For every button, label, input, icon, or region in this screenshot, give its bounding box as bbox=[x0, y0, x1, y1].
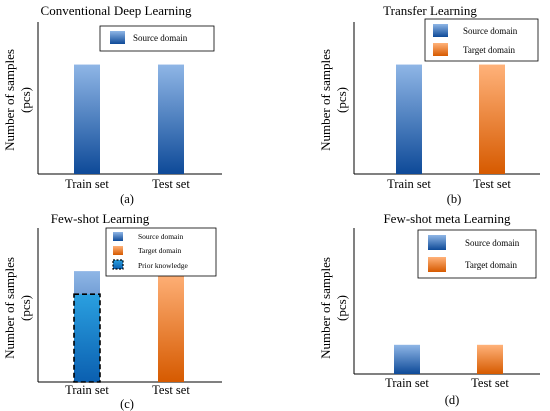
y-axis-label-line2: (pcs) bbox=[334, 87, 349, 113]
legend-entry-prior-knowledge: Prior knowledge bbox=[138, 261, 188, 270]
chart-title: Transfer Learning bbox=[383, 3, 477, 18]
legend: Source domain Target domain bbox=[417, 229, 537, 279]
legend-entry-source-domain: Source domain bbox=[133, 33, 188, 43]
chart-title: Few-shot meta Learning bbox=[383, 211, 511, 226]
legend: Source domain Target domain Prior knowle… bbox=[105, 227, 217, 277]
chart-title: Few-shot Learning bbox=[51, 211, 150, 226]
panel-b: Transfer Learning Number of samples (pcs… bbox=[318, 3, 540, 206]
y-axis-label-line2: (pcs) bbox=[18, 87, 33, 113]
x-tick-label-test-set: Test set bbox=[473, 177, 511, 191]
bar-test-set-source bbox=[158, 64, 184, 174]
x-tick-label-train-set: Train set bbox=[65, 177, 109, 191]
legend-swatch-target bbox=[433, 43, 448, 56]
x-tick-label-train-set: Train set bbox=[385, 376, 429, 390]
x-tick-label-train-set: Train set bbox=[387, 177, 431, 191]
bar-train-set-source bbox=[396, 64, 422, 174]
y-axis-label-line1: Number of samples bbox=[2, 49, 17, 151]
x-tick-label-test-set: Test set bbox=[152, 177, 190, 191]
panel-d: Few-shot meta Learning Number of samples… bbox=[318, 211, 540, 407]
chart-title: Conventional Deep Learning bbox=[41, 3, 192, 18]
legend-entry-target-domain: Target domain bbox=[465, 260, 517, 270]
x-tick-label-test-set: Test set bbox=[152, 383, 190, 397]
bar-train-set-prior-knowledge bbox=[73, 293, 101, 383]
legend-entry-target-domain: Target domain bbox=[138, 246, 182, 255]
panel-label: (d) bbox=[445, 393, 460, 407]
legend-swatch-source bbox=[428, 235, 446, 250]
panel-c: Few-shot Learning Number of samples (pcs… bbox=[2, 211, 222, 411]
x-tick-label-train-set: Train set bbox=[65, 383, 109, 397]
legend-swatch-source bbox=[433, 24, 448, 37]
legend-swatch-target bbox=[428, 257, 446, 272]
panel-a: Conventional Deep Learning Number of sam… bbox=[2, 3, 222, 206]
legend-entry-source-domain: Source domain bbox=[463, 26, 518, 36]
legend: Source domain Target domain bbox=[424, 18, 539, 62]
legend: Source domain bbox=[99, 25, 215, 52]
y-axis-label-line1: Number of samples bbox=[2, 257, 17, 359]
y-axis-label-line1: Number of samples bbox=[318, 49, 333, 151]
panel-label: (c) bbox=[120, 397, 134, 411]
bar-test-set-target bbox=[477, 344, 503, 374]
panel-label: (a) bbox=[120, 192, 134, 206]
x-tick-label-test-set: Test set bbox=[471, 376, 509, 390]
panel-label: (b) bbox=[447, 192, 462, 206]
legend-swatch-target bbox=[113, 246, 123, 255]
legend-swatch-prior bbox=[112, 259, 124, 270]
legend-box bbox=[105, 227, 217, 277]
bar-test-set-target bbox=[479, 64, 505, 174]
y-axis-label-line1: Number of samples bbox=[318, 257, 333, 359]
bar-test-set-target bbox=[158, 271, 184, 382]
bar-train-set-source bbox=[74, 64, 100, 174]
y-axis-label-line2: (pcs) bbox=[18, 295, 33, 321]
legend-entry-source-domain: Source domain bbox=[138, 232, 183, 241]
legend-swatch-source bbox=[110, 31, 125, 44]
y-axis-label-line2: (pcs) bbox=[334, 295, 349, 321]
legend-swatch-source bbox=[113, 232, 123, 241]
legend-entry-source-domain: Source domain bbox=[465, 238, 520, 248]
legend-entry-target-domain: Target domain bbox=[463, 45, 515, 55]
bar-train-set-source bbox=[394, 344, 420, 374]
